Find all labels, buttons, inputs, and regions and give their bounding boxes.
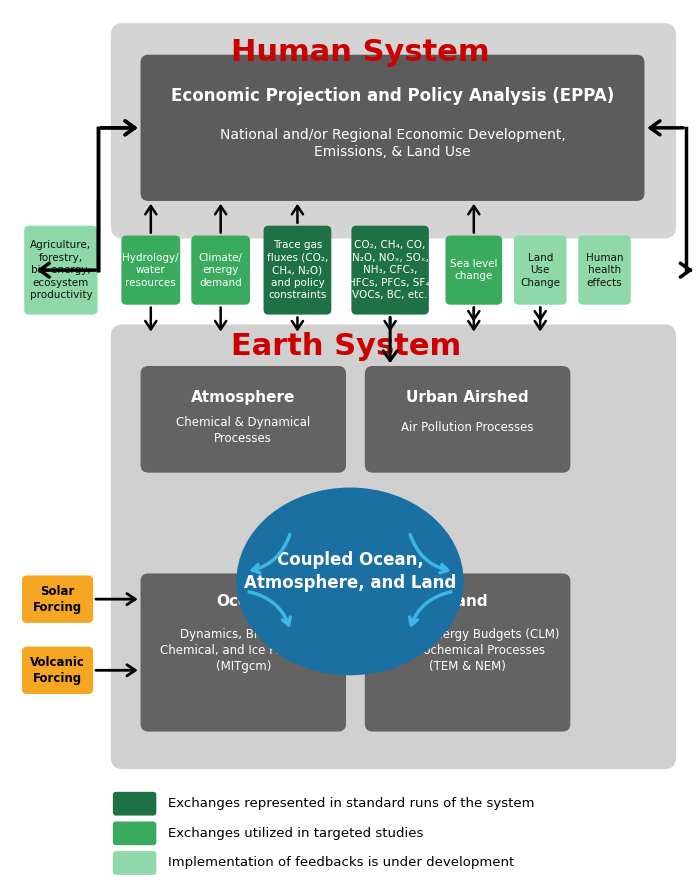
Text: CO₂, CH₄, CO,
N₂O, NOₓ, SOₓ,
NH₃, CFC₃,
HFCs, PFCs, SF₄,
VOCs, BC, etc.: CO₂, CH₄, CO, N₂O, NOₓ, SOₓ, NH₃, CFC₃, … bbox=[348, 240, 433, 300]
Text: Climate/
energy
demand: Climate/ energy demand bbox=[199, 253, 243, 288]
FancyBboxPatch shape bbox=[351, 226, 429, 314]
Text: Coupled Ocean,
Atmosphere, and Land: Coupled Ocean, Atmosphere, and Land bbox=[244, 551, 456, 591]
Text: Land
Use
Change: Land Use Change bbox=[520, 253, 560, 288]
Text: Atmosphere: Atmosphere bbox=[191, 390, 295, 405]
Text: Economic Projection and Policy Analysis (EPPA): Economic Projection and Policy Analysis … bbox=[171, 88, 614, 105]
Ellipse shape bbox=[237, 488, 463, 675]
Text: Human
health
effects: Human health effects bbox=[586, 253, 623, 288]
Text: Human System: Human System bbox=[232, 38, 490, 67]
FancyBboxPatch shape bbox=[113, 822, 156, 845]
Text: Exchanges utilized in targeted studies: Exchanges utilized in targeted studies bbox=[168, 827, 424, 839]
Text: Dynamics, Biological,
Chemical, and Ice Processes
(MITgcm): Dynamics, Biological, Chemical, and Ice … bbox=[160, 628, 327, 673]
Text: Sea level
change: Sea level change bbox=[450, 259, 498, 281]
FancyBboxPatch shape bbox=[578, 236, 631, 305]
Text: Volcanic
Forcing: Volcanic Forcing bbox=[30, 655, 85, 685]
FancyBboxPatch shape bbox=[121, 236, 180, 305]
FancyBboxPatch shape bbox=[365, 573, 570, 731]
FancyBboxPatch shape bbox=[25, 226, 97, 314]
FancyBboxPatch shape bbox=[514, 236, 566, 305]
Text: Urban Airshed: Urban Airshed bbox=[406, 390, 529, 405]
FancyBboxPatch shape bbox=[141, 54, 645, 201]
Text: Agriculture,
forestry,
bio-energy,
ecosystem
productivity: Agriculture, forestry, bio-energy, ecosy… bbox=[29, 240, 92, 300]
FancyBboxPatch shape bbox=[113, 792, 156, 815]
FancyBboxPatch shape bbox=[111, 23, 676, 238]
Text: Land: Land bbox=[447, 594, 489, 609]
Text: Water & Energy Budgets (CLM)
Biogeochemical Processes
(TEM & NEM): Water & Energy Budgets (CLM) Biogeochemi… bbox=[376, 628, 559, 673]
Text: National and/or Regional Economic Development,
Emissions, & Land Use: National and/or Regional Economic Develo… bbox=[220, 128, 566, 159]
FancyBboxPatch shape bbox=[113, 851, 156, 875]
FancyBboxPatch shape bbox=[22, 575, 93, 623]
Text: Implementation of feedbacks is under development: Implementation of feedbacks is under dev… bbox=[168, 856, 514, 870]
FancyBboxPatch shape bbox=[111, 324, 676, 769]
Text: Trace gas
fluxes (CO₂,
CH₄, N₂O)
and policy
constraints: Trace gas fluxes (CO₂, CH₄, N₂O) and pol… bbox=[267, 240, 328, 300]
Text: Exchanges represented in standard runs of the system: Exchanges represented in standard runs o… bbox=[168, 797, 535, 810]
Text: Air Pollution Processes: Air Pollution Processes bbox=[401, 421, 534, 434]
FancyBboxPatch shape bbox=[141, 573, 346, 731]
FancyBboxPatch shape bbox=[263, 226, 331, 314]
Text: Chemical & Dynamical
Processes: Chemical & Dynamical Processes bbox=[176, 416, 310, 445]
Text: Earth System: Earth System bbox=[232, 331, 462, 361]
FancyBboxPatch shape bbox=[445, 236, 502, 305]
Text: Solar
Forcing: Solar Forcing bbox=[33, 585, 82, 613]
FancyBboxPatch shape bbox=[191, 236, 250, 305]
FancyBboxPatch shape bbox=[22, 647, 93, 694]
Text: Hydrology/
water
resources: Hydrology/ water resources bbox=[122, 253, 179, 288]
FancyBboxPatch shape bbox=[141, 366, 346, 472]
Text: Ocean: Ocean bbox=[216, 594, 270, 609]
FancyBboxPatch shape bbox=[365, 366, 570, 472]
